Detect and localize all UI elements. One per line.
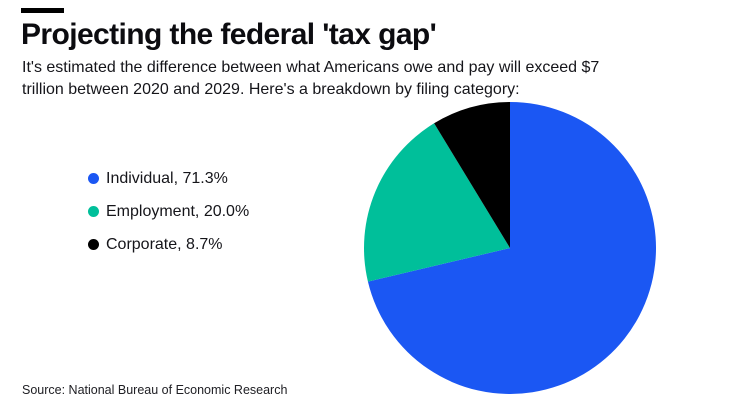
chart-subtitle: It's estimated the difference between wh… (22, 57, 599, 101)
legend-item-individual: Individual, 71.3% (88, 169, 249, 188)
legend-dot-corporate (88, 239, 99, 250)
chart-subtitle-line-2: trillion between 2020 and 2029. Here's a… (22, 81, 520, 98)
pie-slice-corporate (434, 102, 510, 248)
legend-dot-employment (88, 206, 99, 217)
source-note: Source: National Bureau of Economic Rese… (22, 383, 288, 397)
legend-item-corporate: Corporate, 8.7% (88, 235, 249, 254)
chart-subtitle-line-1: It's estimated the difference between wh… (22, 59, 600, 76)
legend-label: Individual, 71.3% (106, 169, 228, 187)
legend-item-employment: Employment, 20.0% (88, 202, 249, 221)
legend-label: Corporate, 8.7% (106, 235, 223, 253)
pie-chart (364, 102, 656, 394)
legend-label: Employment, 20.0% (106, 202, 250, 220)
pie-slice-individual (367, 102, 656, 394)
pie-slice-employment (364, 123, 510, 282)
legend-dot-individual (88, 173, 99, 184)
chart-title: Projecting the federal 'tax gap' (21, 18, 437, 51)
accent-bar (21, 8, 64, 13)
legend: Individual, 71.3% Employment, 20.0% Corpor… (88, 169, 249, 268)
